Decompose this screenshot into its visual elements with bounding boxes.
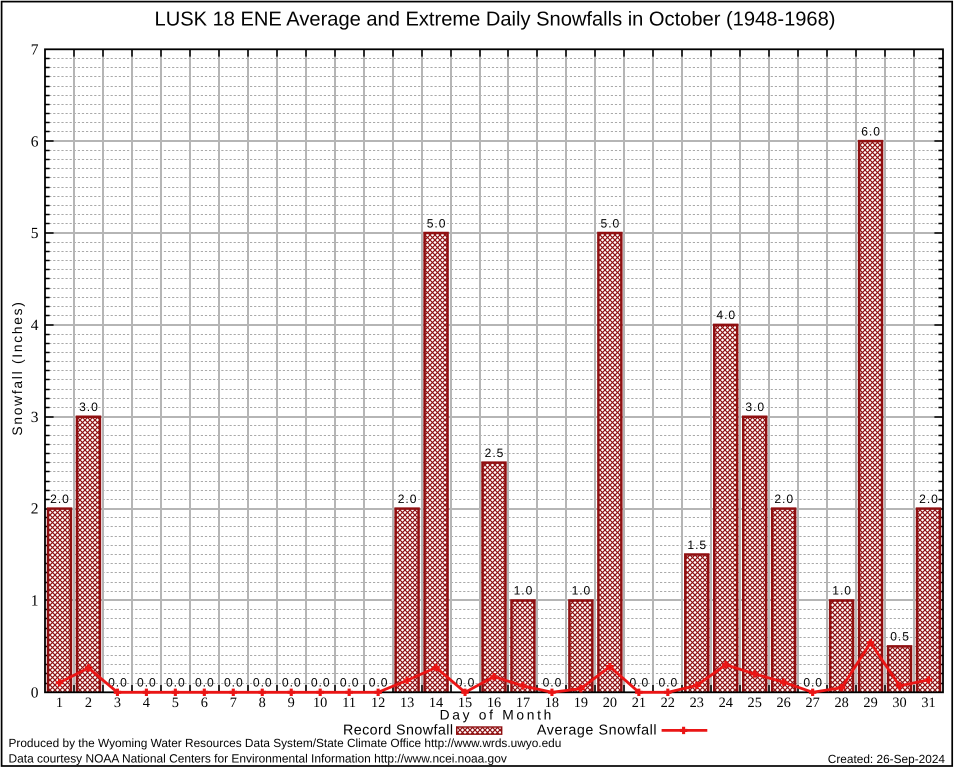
- svg-text:14: 14: [429, 695, 443, 711]
- svg-text:15: 15: [458, 695, 472, 711]
- svg-text:0.0: 0.0: [137, 676, 157, 690]
- svg-text:0.0: 0.0: [195, 676, 215, 690]
- svg-text:0.0: 0.0: [311, 676, 331, 690]
- svg-text:0.5: 0.5: [890, 630, 910, 644]
- svg-text:6: 6: [31, 133, 39, 150]
- svg-text:4: 4: [143, 695, 150, 711]
- svg-text:25: 25: [748, 695, 762, 711]
- svg-text:Day of Month: Day of Month: [440, 708, 554, 723]
- svg-text:0.0: 0.0: [340, 676, 360, 690]
- svg-text:Data courtesy NOAA National Ce: Data courtesy NOAA National Centers for …: [9, 752, 507, 766]
- svg-text:Record Snowfall: Record Snowfall: [343, 722, 454, 738]
- svg-text:5.0: 5.0: [601, 216, 621, 230]
- svg-text:Snowfall (Inches): Snowfall (Inches): [10, 300, 25, 435]
- svg-text:22: 22: [661, 695, 675, 711]
- svg-text:4: 4: [31, 317, 39, 334]
- svg-text:18: 18: [545, 695, 559, 711]
- svg-text:1.0: 1.0: [514, 584, 534, 598]
- svg-text:2.0: 2.0: [919, 492, 939, 506]
- svg-text:0.0: 0.0: [253, 676, 273, 690]
- svg-text:2.0: 2.0: [50, 492, 70, 506]
- svg-text:0.0: 0.0: [224, 676, 244, 690]
- svg-text:Created: 26-Sep-2024: Created: 26-Sep-2024: [828, 752, 946, 766]
- svg-text:1.5: 1.5: [687, 538, 707, 552]
- svg-text:0.0: 0.0: [166, 676, 186, 690]
- svg-text:LUSK 18 ENE Average and Extrem: LUSK 18 ENE Average and Extreme Daily Sn…: [155, 9, 836, 31]
- svg-text:19: 19: [574, 695, 588, 711]
- svg-text:Produced by the Wyoming Water: Produced by the Wyoming Water Resources …: [9, 736, 562, 750]
- svg-text:6: 6: [201, 695, 208, 711]
- svg-text:11: 11: [342, 695, 356, 711]
- svg-text:29: 29: [863, 695, 877, 711]
- svg-text:27: 27: [806, 695, 820, 711]
- svg-text:Average Snowfall: Average Snowfall: [537, 722, 657, 738]
- svg-text:0.0: 0.0: [803, 676, 823, 690]
- svg-text:12: 12: [371, 695, 385, 711]
- svg-text:3: 3: [114, 695, 121, 711]
- svg-text:2.5: 2.5: [485, 446, 505, 460]
- svg-text:1: 1: [31, 593, 39, 610]
- svg-text:2.0: 2.0: [774, 492, 794, 506]
- svg-text:2: 2: [85, 695, 92, 711]
- svg-text:3.0: 3.0: [79, 400, 99, 414]
- svg-text:17: 17: [516, 695, 530, 711]
- svg-text:4.0: 4.0: [716, 308, 736, 322]
- svg-text:13: 13: [400, 695, 414, 711]
- svg-text:3.0: 3.0: [745, 400, 765, 414]
- svg-text:0.0: 0.0: [369, 676, 389, 690]
- svg-text:24: 24: [719, 695, 733, 711]
- svg-text:20: 20: [603, 695, 617, 711]
- svg-text:26: 26: [777, 695, 791, 711]
- svg-text:1.0: 1.0: [572, 584, 592, 598]
- svg-text:5: 5: [172, 695, 179, 711]
- svg-text:0.0: 0.0: [282, 676, 302, 690]
- svg-text:0.0: 0.0: [658, 676, 678, 690]
- svg-text:0: 0: [31, 684, 39, 701]
- svg-text:1.0: 1.0: [832, 584, 852, 598]
- svg-text:5: 5: [31, 225, 39, 242]
- svg-text:0.0: 0.0: [456, 676, 476, 690]
- svg-text:31: 31: [921, 695, 935, 711]
- svg-text:10: 10: [313, 695, 327, 711]
- svg-text:16: 16: [487, 695, 501, 711]
- svg-text:0.0: 0.0: [108, 676, 128, 690]
- svg-text:23: 23: [690, 695, 704, 711]
- svg-text:0.0: 0.0: [543, 676, 563, 690]
- svg-text:28: 28: [834, 695, 848, 711]
- svg-text:3: 3: [31, 409, 39, 426]
- svg-text:30: 30: [892, 695, 906, 711]
- svg-text:1: 1: [56, 695, 63, 711]
- svg-text:2.0: 2.0: [398, 492, 418, 506]
- svg-text:8: 8: [259, 695, 266, 711]
- svg-text:21: 21: [632, 695, 646, 711]
- svg-text:0.0: 0.0: [630, 676, 650, 690]
- svg-text:6.0: 6.0: [861, 124, 881, 138]
- svg-text:9: 9: [288, 695, 295, 711]
- svg-text:7: 7: [230, 695, 237, 711]
- svg-text:7: 7: [31, 41, 39, 58]
- svg-text:2: 2: [31, 501, 39, 518]
- svg-text:5.0: 5.0: [427, 216, 447, 230]
